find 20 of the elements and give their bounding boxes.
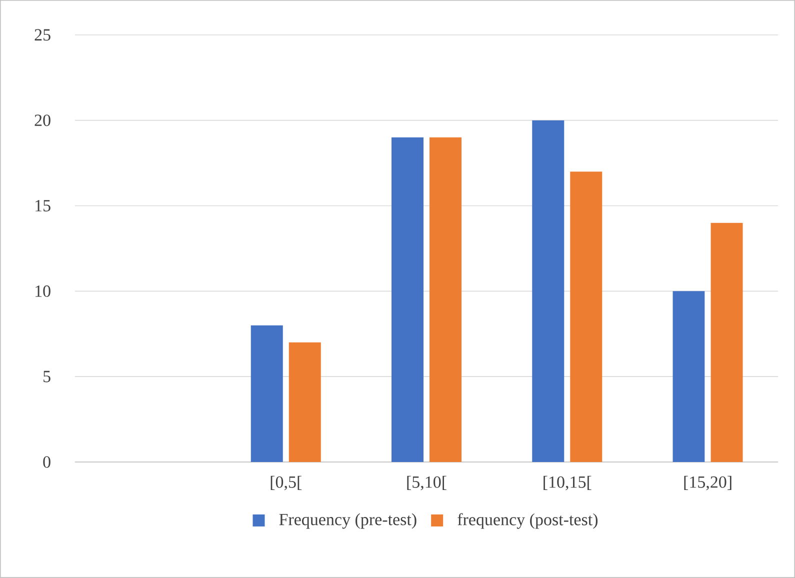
y-tick-label: 5: [44, 370, 50, 382]
y-tick-label: 0: [43, 456, 50, 468]
y-tick-label: 15: [36, 200, 50, 212]
bar: [288, 342, 321, 462]
bar: [672, 291, 705, 462]
y-tick-label: 10: [36, 285, 50, 297]
bar: [392, 137, 424, 462]
bar: [570, 172, 602, 462]
y-tick-label: 25: [34, 29, 50, 41]
y-tick-label: 20: [34, 114, 50, 126]
x-tick-label: [15,20]: [684, 476, 732, 490]
bar: [710, 222, 743, 462]
bar: [250, 325, 283, 462]
legend-label: Frequency (pre-test): [279, 513, 416, 529]
bar: [532, 120, 564, 462]
x-tick-label: [10,15[: [544, 476, 592, 490]
bar: [430, 137, 462, 462]
x-tick-label: [0,5[: [270, 476, 302, 490]
legend-label: frequency (post-test): [458, 513, 598, 529]
x-tick-label: [5,10[: [407, 476, 446, 490]
